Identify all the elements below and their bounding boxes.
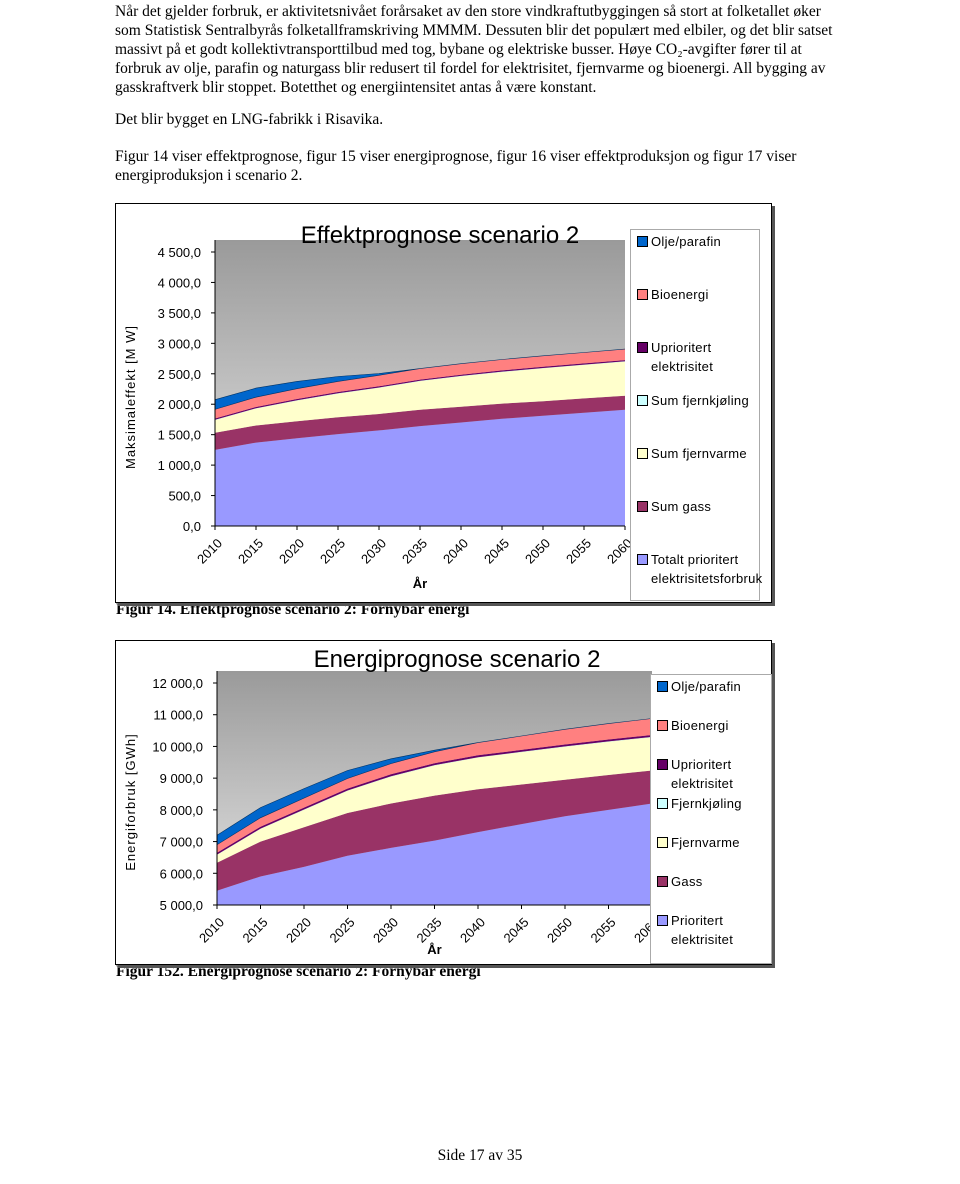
- area-series: [215, 349, 625, 419]
- legend-item: Sum gass: [637, 497, 757, 516]
- legend-swatch: [637, 554, 648, 565]
- legend-label: Fjernkjøling: [671, 796, 742, 811]
- legend-label: Prioritert elektrisitet: [671, 913, 734, 947]
- legend-swatch: [657, 720, 668, 731]
- legend-label: Bioenergi: [651, 287, 709, 302]
- legend-label: Bioenergi: [671, 718, 729, 733]
- chart-title: Effektprognose scenario 2: [301, 222, 579, 249]
- y-axis-label: Energiforbruk [GWh]: [123, 733, 138, 871]
- y-tick-label: 4 000,0: [158, 275, 201, 290]
- y-tick-label: 7 000,0: [160, 835, 203, 850]
- area-series: [217, 803, 652, 905]
- area-series: [217, 737, 652, 863]
- x-axis-label: År: [427, 942, 441, 957]
- legend-label: Sum fjernvarme: [651, 446, 747, 461]
- y-tick-label: 8 000,0: [160, 803, 203, 818]
- legend-swatch: [637, 342, 648, 353]
- legend-item: Bioenergi: [657, 716, 769, 735]
- legend-swatch: [657, 837, 668, 848]
- paragraph: Det blir bygget en LNG-fabrikk i Risavik…: [115, 111, 384, 128]
- legend-label: Sum gass: [651, 499, 712, 514]
- legend-item: Totalt prioritert elektrisitetsforbruk: [637, 550, 763, 588]
- y-tick-label: 2 000,0: [158, 397, 201, 412]
- y-tick-label: 0,0: [183, 519, 201, 534]
- y-tick-label: 10 000,0: [152, 739, 203, 754]
- legend-swatch: [637, 395, 648, 406]
- legend-label: Gass: [671, 874, 703, 889]
- legend-swatch: [657, 681, 668, 692]
- legend-label: Fjernvarme: [671, 835, 740, 850]
- legend-label: Uprioritert elektrisitet: [671, 757, 734, 791]
- paragraph: Figur 14 viser effektprognose, figur 15 …: [115, 148, 797, 184]
- area-series: [217, 770, 652, 891]
- y-tick-label: 9 000,0: [160, 771, 203, 786]
- area-series: [215, 361, 625, 433]
- y-tick-label: 5 000,0: [160, 898, 203, 913]
- chart: Effektprognose scenario 2 Maksimaleffekt …: [115, 203, 776, 607]
- legend-swatch: [637, 236, 648, 247]
- legend-item: Bioenergi: [637, 285, 757, 304]
- legend-item: Prioritert elektrisitet: [657, 911, 769, 949]
- legend-label: Totalt prioritert elektrisitetsforbruk: [651, 552, 763, 586]
- legend-item: Uprioritert elektrisitet: [637, 338, 757, 376]
- legend-swatch: [657, 798, 668, 809]
- y-tick-label: 3 000,0: [158, 336, 201, 351]
- y-tick-label: 4 500,0: [158, 245, 201, 260]
- y-axis-label: Maksimaleffekt [M W]: [123, 325, 138, 469]
- chart-title: Energiprognose scenario 2: [314, 646, 601, 673]
- area-series: [215, 395, 625, 450]
- legend-label: Sum fjernkjøling: [651, 393, 749, 408]
- y-tick-label: 1 000,0: [158, 458, 201, 473]
- legend-item: Sum fjernvarme: [637, 444, 757, 463]
- y-tick-label: 6 000,0: [160, 866, 203, 881]
- legend-item: Olje/parafin: [657, 677, 769, 696]
- area-series: [217, 718, 652, 853]
- chart: Energiprognose scenario 2 Energiforbruk […: [115, 640, 776, 969]
- legend-item: Fjernvarme: [657, 833, 769, 852]
- legend-item: Gass: [657, 872, 769, 891]
- y-tick-label: 3 500,0: [158, 306, 201, 321]
- page-footer: Side 17 av 35: [437, 1147, 523, 1164]
- area-series: [214, 348, 626, 410]
- paragraph: Når det gjelder forbruk, er aktivitetsni…: [115, 3, 833, 96]
- legend: Olje/parafin Bioenergi Uprioritert elektri…: [630, 229, 763, 601]
- legend-swatch: [657, 876, 668, 887]
- y-tick-label: 11 000,0: [153, 708, 203, 723]
- area-series: [216, 718, 653, 846]
- y-tick-label: 500,0: [168, 489, 201, 504]
- legend-swatch: [657, 915, 668, 926]
- legend-swatch: [637, 289, 648, 300]
- legend-label: Olje/parafin: [651, 234, 722, 249]
- area-series: [215, 409, 625, 526]
- legend-item: Olje/parafin: [637, 232, 757, 251]
- y-tick-label: 2 500,0: [158, 367, 201, 382]
- x-axis-label: År: [413, 576, 427, 591]
- legend-label: Olje/parafin: [671, 679, 742, 694]
- legend: Olje/parafin Bioenergi Uprioritert elektri…: [650, 674, 772, 964]
- legend-swatch: [637, 448, 648, 459]
- y-tick-label: 12 000,0: [152, 676, 203, 691]
- legend-item: Sum fjernkjøling: [637, 391, 757, 410]
- legend-swatch: [637, 501, 648, 512]
- y-tick-label: 1 500,0: [158, 428, 201, 443]
- legend-item: Uprioritert elektrisitet: [657, 755, 769, 793]
- legend-swatch: [657, 759, 668, 770]
- legend-label: Uprioritert elektrisitet: [651, 340, 714, 374]
- legend-item: Fjernkjøling: [657, 794, 769, 813]
